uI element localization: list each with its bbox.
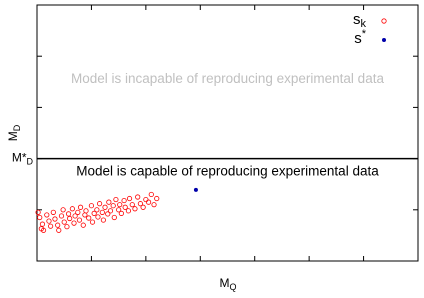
point xyxy=(88,203,95,209)
point xyxy=(95,214,101,220)
point xyxy=(96,201,103,207)
legend-marker xyxy=(381,18,387,24)
annotation: Model is incapable of reproducing experi… xyxy=(71,71,384,86)
point xyxy=(65,211,72,217)
threshold-label-sub: D xyxy=(27,157,34,167)
point xyxy=(135,194,141,200)
point xyxy=(50,209,56,215)
point xyxy=(77,204,84,210)
point xyxy=(91,210,97,216)
point xyxy=(129,202,135,208)
point xyxy=(56,227,62,233)
point xyxy=(110,203,116,209)
point xyxy=(69,206,75,212)
point xyxy=(35,209,41,215)
point xyxy=(58,213,65,219)
point xyxy=(86,215,92,221)
point xyxy=(44,212,50,218)
point xyxy=(145,199,152,205)
point xyxy=(137,201,144,207)
point xyxy=(46,218,52,224)
legend-sub: k xyxy=(361,18,367,30)
point xyxy=(121,197,127,204)
point xyxy=(102,204,108,210)
legend-label: sk xyxy=(353,11,367,30)
legend-name: s xyxy=(353,11,361,28)
annotation: Model is capable of reproducing experime… xyxy=(76,163,379,178)
point xyxy=(55,222,61,228)
point xyxy=(67,215,73,222)
point xyxy=(151,202,157,208)
point xyxy=(80,222,86,228)
legend-label: s* xyxy=(354,28,367,47)
point xyxy=(143,196,149,203)
plot-frame xyxy=(36,4,419,262)
point xyxy=(94,207,100,213)
point xyxy=(154,195,160,202)
legend-name: s xyxy=(354,30,362,47)
point xyxy=(132,206,138,212)
point xyxy=(193,187,198,192)
point xyxy=(64,224,70,230)
point xyxy=(37,214,43,221)
threshold-label-main: M* xyxy=(12,151,27,165)
legend-sup: * xyxy=(362,28,367,40)
point xyxy=(122,204,128,210)
point xyxy=(99,209,105,215)
point xyxy=(83,208,89,214)
point xyxy=(72,213,78,219)
point xyxy=(61,219,67,225)
legend-marker xyxy=(382,38,386,42)
point xyxy=(52,216,58,222)
point xyxy=(148,191,154,198)
x-axis-label: MQ xyxy=(219,276,236,292)
point xyxy=(126,195,133,202)
point xyxy=(140,204,146,210)
point xyxy=(89,219,96,225)
point xyxy=(107,208,114,214)
point xyxy=(76,217,83,223)
point xyxy=(111,214,117,221)
point xyxy=(71,220,77,226)
point xyxy=(118,210,124,216)
point xyxy=(117,202,123,208)
point xyxy=(75,209,81,215)
point xyxy=(116,207,122,213)
threshold-label: M*D xyxy=(12,151,34,167)
point xyxy=(38,226,44,232)
point xyxy=(106,199,112,205)
point xyxy=(105,211,111,217)
point xyxy=(39,221,46,227)
point xyxy=(113,196,119,203)
point xyxy=(60,207,66,213)
point xyxy=(48,223,54,229)
y-axis-label: MD xyxy=(6,124,22,141)
point xyxy=(100,217,107,223)
point xyxy=(125,208,132,214)
